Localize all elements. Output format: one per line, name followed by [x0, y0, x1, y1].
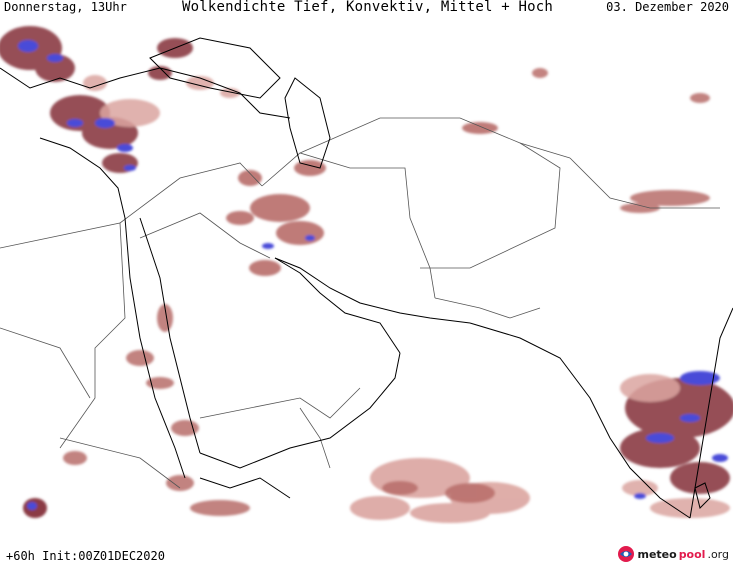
forecast-date: 03. Dezember 2020 [606, 0, 729, 14]
logo-text-org: .org [707, 547, 729, 561]
forecast-day-time: Donnerstag, 13Uhr [4, 0, 127, 14]
map-footer: +60h Init:00Z01DEC2020 meteo pool .org [0, 525, 733, 566]
cloud-field-layer [0, 26, 733, 523]
meteopool-logo[interactable]: meteo pool .org [617, 545, 729, 563]
meteopool-globe-icon [618, 546, 635, 562]
model-run-info: +60h Init:00Z01DEC2020 [6, 549, 165, 563]
logo-text-meteo: meteo [637, 547, 677, 561]
coastlines [0, 37, 733, 519]
country-borders [0, 117, 720, 489]
logo-text-pool: pool [678, 547, 706, 561]
map-title: Wolkendichte Tief, Konvektiv, Mittel + H… [182, 0, 554, 15]
cloud-density-map [0, 26, 733, 523]
